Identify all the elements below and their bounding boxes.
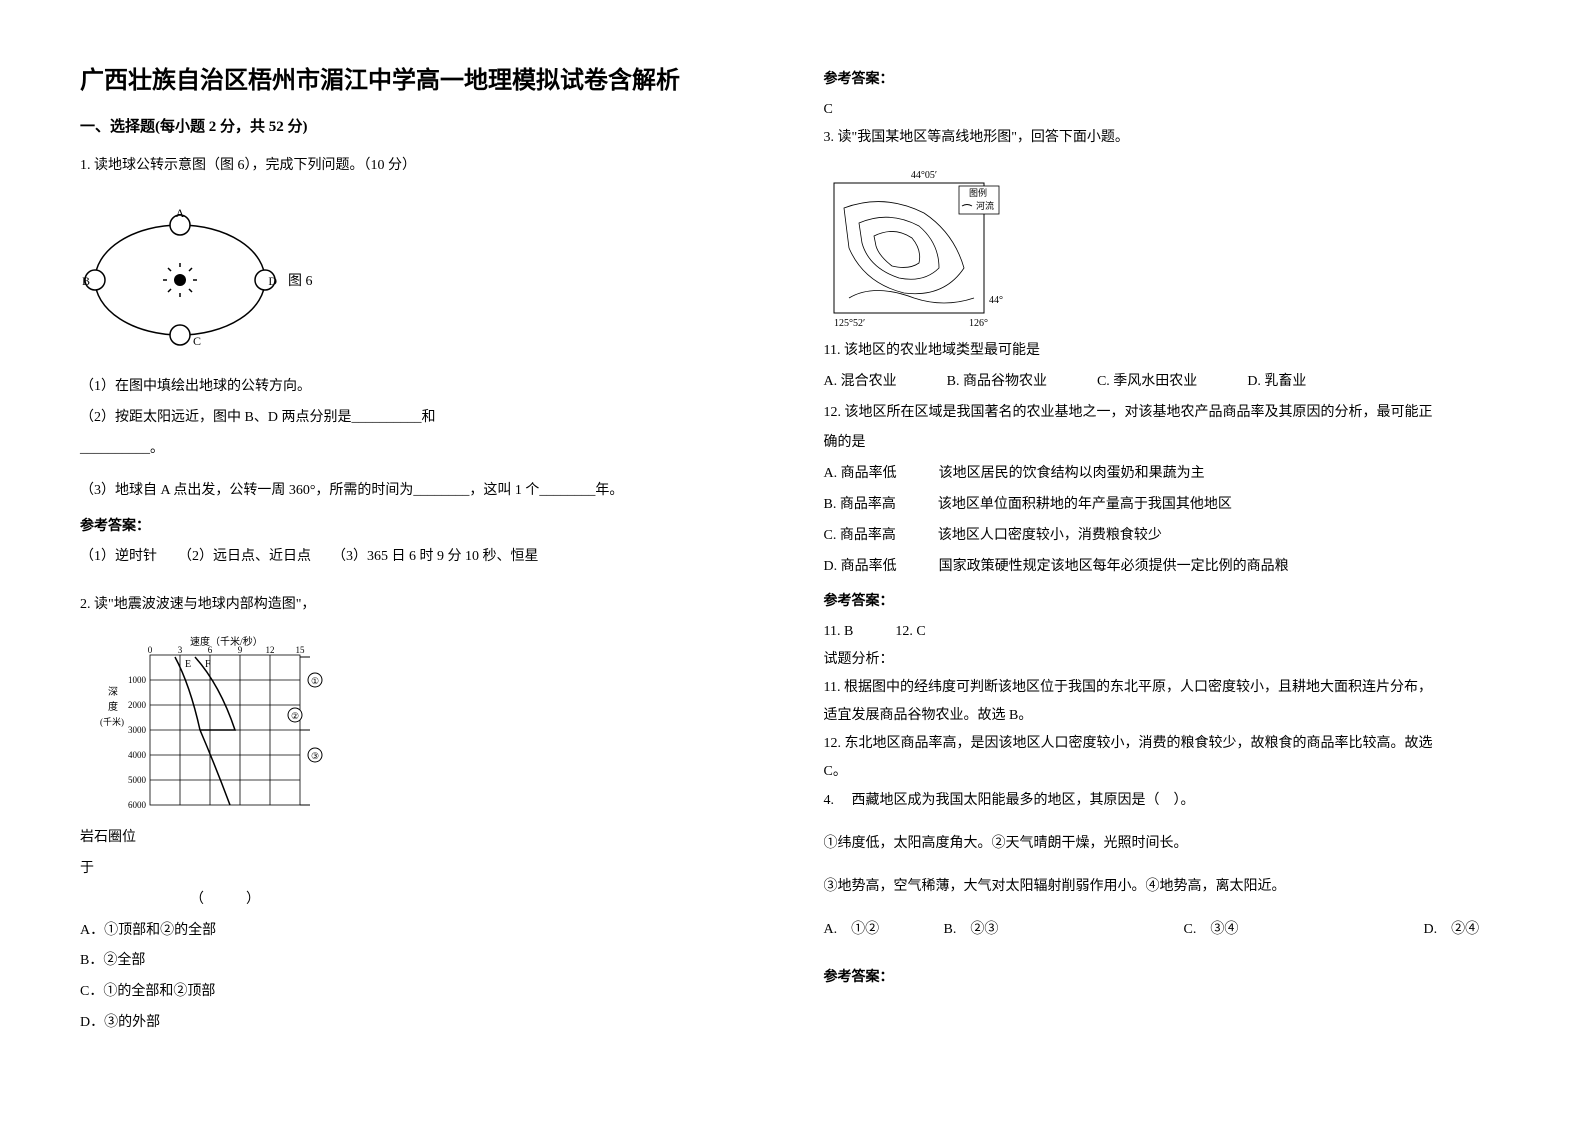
q11-opt-a: A. 混合农业 <box>824 367 897 398</box>
section-1-header: 一、选择题(每小题 2 分，共 52 分) <box>80 115 764 136</box>
q1-p3: （3）地球自 A 点出发，公转一周 360°，所需的时间为________，这叫… <box>80 476 764 507</box>
svg-text:6000: 6000 <box>128 800 147 810</box>
svg-text:(千米): (千米) <box>100 716 124 727</box>
svg-text:9: 9 <box>238 645 243 655</box>
svg-text:图例: 图例 <box>969 187 987 198</box>
q1-answer: （1）逆时针 （2）远日点、近日点 （3）365 日 6 时 9 分 10 秒、… <box>80 543 764 571</box>
map-svg: 44°05′ 125°52′ 126° 44° 图例 河流 <box>824 168 1024 328</box>
seismic-wave-chart: 速度（千米/秒） 0 3 6 9 12 15 深 度 <box>100 635 360 815</box>
svg-text:③: ③ <box>311 751 319 761</box>
svg-text:12: 12 <box>266 645 275 655</box>
q3-q12b: 确的是 <box>824 428 1508 459</box>
q4-line1: ①纬度低，太阳高度角大。②天气晴朗干燥，光照时间长。 <box>824 829 1508 860</box>
left-column: 广西壮族自治区梧州市湄江中学高一地理模拟试卷含解析 一、选择题(每小题 2 分，… <box>80 60 764 1062</box>
q4-opt-c: C. ③④ <box>1184 915 1424 946</box>
q11-opt-b: B. 商品谷物农业 <box>947 367 1047 398</box>
svg-text:15: 15 <box>296 645 306 655</box>
q3-q12: 12. 该地区所在区域是我国著名的农业基地之一，对该基地农产品商品率及其原因的分… <box>824 398 1508 429</box>
q11-opt-d: D. 乳畜业 <box>1247 367 1306 398</box>
q2-intro: 2. 读"地震波波速与地球内部构造图"， <box>80 591 764 619</box>
q2-bracket: （ ） <box>80 885 764 916</box>
q4-answer-header: 参考答案： <box>824 966 1508 986</box>
contour-map: 44°05′ 125°52′ 126° 44° 图例 河流 <box>824 168 1024 328</box>
q3-ans1: 11. B 12. C <box>824 618 1508 646</box>
seismic-svg: 速度（千米/秒） 0 3 6 9 12 15 深 度 <box>100 635 360 815</box>
q2-opt-a: A．①顶部和②的全部 <box>80 916 764 947</box>
svg-text:125°52′: 125°52′ <box>834 318 865 328</box>
q4-options: A. ①② B. ②③ C. ③④ D. ②④ <box>824 915 1508 946</box>
q3-a11: 11. 根据图中的经纬度可判断该地区位于我国的东北平原，人口密度较小，且耕地大面… <box>824 674 1508 702</box>
svg-text:D: D <box>268 274 277 288</box>
svg-text:44°: 44° <box>989 295 1003 306</box>
q4-line2: ③地势高，空气稀薄，大气对太阳辐射削弱作用小。④地势高，离太阳近。 <box>824 872 1508 903</box>
figure-6-orbit: A B C D 图 6 <box>80 200 320 360</box>
q1-p1: （1）在图中填绘出地球的公转方向。 <box>80 372 764 403</box>
q2-answer-header: 参考答案： <box>824 68 1508 88</box>
q3-a11b: 适宜发展商品谷物农业。故选 B。 <box>824 702 1508 730</box>
svg-text:1000: 1000 <box>128 675 147 685</box>
svg-text:2000: 2000 <box>128 700 147 710</box>
right-column: 参考答案： C 3. 读"我国某地区等高线地形图"，回答下面小题。 44°05′… <box>824 60 1508 1062</box>
q2-opt-d: D．③的外部 <box>80 1008 764 1039</box>
q1-intro: 1. 读地球公转示意图（图 6），完成下列问题。（10 分） <box>80 152 764 180</box>
svg-text:B: B <box>82 274 90 288</box>
svg-text:3: 3 <box>178 645 183 655</box>
q2-answer: C <box>824 96 1508 124</box>
svg-text:E: E <box>185 659 191 670</box>
q3-q11-options: A. 混合农业 B. 商品谷物农业 C. 季风水田农业 D. 乳畜业 <box>824 367 1508 398</box>
q2-stem2: 于 <box>80 854 764 885</box>
q4-opt-d: D. ②④ <box>1424 915 1480 946</box>
figure-6-label: 图 6 <box>288 270 313 290</box>
q4-opt-a: A. ①② <box>824 915 944 946</box>
svg-text:4000: 4000 <box>128 750 147 760</box>
page-title: 广西壮族自治区梧州市湄江中学高一地理模拟试卷含解析 <box>80 60 764 95</box>
q12-opt-a: A. 商品率低 该地区居民的饮食结构以肉蛋奶和果蔬为主 <box>824 459 1508 490</box>
svg-text:5000: 5000 <box>128 775 147 785</box>
svg-text:A: A <box>176 206 185 220</box>
q1-p2: （2）按距太阳远近，图中 B、D 两点分别是__________和 <box>80 403 764 434</box>
svg-text:44°05′: 44°05′ <box>910 170 936 181</box>
svg-text:C: C <box>193 334 201 348</box>
svg-text:河流: 河流 <box>976 200 994 211</box>
q3-analysis-label: 试题分析： <box>824 646 1508 674</box>
svg-text:度: 度 <box>108 700 118 713</box>
q12-opt-b: B. 商品率高 该地区单位面积耕地的年产量高于我国其他地区 <box>824 490 1508 521</box>
svg-text:深: 深 <box>108 686 118 698</box>
q2-opt-c: C．①的全部和②顶部 <box>80 977 764 1008</box>
q2-opt-b: B．②全部 <box>80 946 764 977</box>
q2-stem1: 岩石圈位 <box>80 823 764 854</box>
q4-intro: 4. 西藏地区成为我国太阳能最多的地区，其原因是（ ）。 <box>824 786 1508 817</box>
q3-answer-header: 参考答案： <box>824 590 1508 610</box>
q3-a12b: C。 <box>824 758 1508 786</box>
q1-p2b: __________。 <box>80 434 764 465</box>
svg-text:126°: 126° <box>969 318 988 328</box>
svg-text:0: 0 <box>148 645 153 655</box>
q3-intro: 3. 读"我国某地区等高线地形图"，回答下面小题。 <box>824 124 1508 152</box>
orbit-diagram: A B C D <box>80 205 280 355</box>
svg-text:①: ① <box>311 676 319 686</box>
svg-text:速度（千米/秒）: 速度（千米/秒） <box>190 635 263 648</box>
q4-opt-b: B. ②③ <box>944 915 1184 946</box>
svg-text:②: ② <box>291 711 299 721</box>
q3-q11: 11. 该地区的农业地域类型最可能是 <box>824 336 1508 367</box>
svg-text:3000: 3000 <box>128 725 147 735</box>
q12-opt-c: C. 商品率高 该地区人口密度较小，消费粮食较少 <box>824 521 1508 552</box>
q11-opt-c: C. 季风水田农业 <box>1097 367 1197 398</box>
svg-text:F: F <box>205 659 211 670</box>
q3-a12: 12. 东北地区商品率高，是因该地区人口密度较小，消费的粮食较少，故粮食的商品率… <box>824 730 1508 758</box>
q1-answer-header: 参考答案： <box>80 515 764 535</box>
svg-text:6: 6 <box>208 645 213 655</box>
q12-opt-d: D. 商品率低 国家政策硬性规定该地区每年必须提供一定比例的商品粮 <box>824 552 1508 583</box>
